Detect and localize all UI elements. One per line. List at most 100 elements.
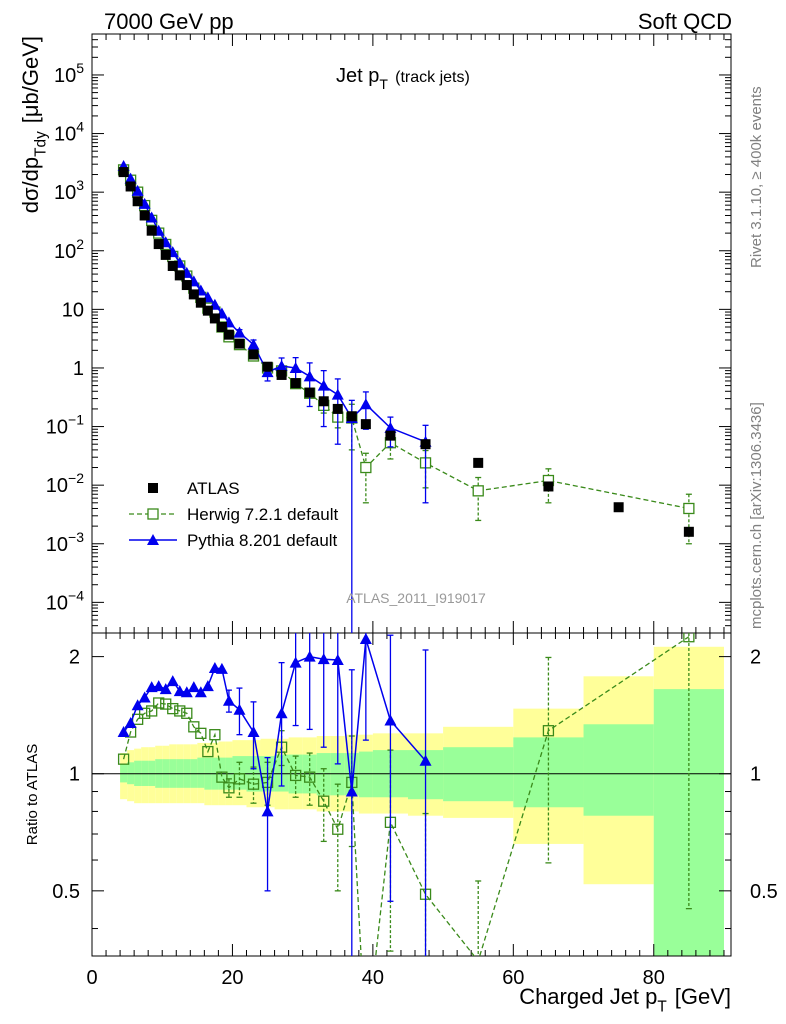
herwig-ratio-point xyxy=(304,771,316,783)
y-tick-label: 10−2 xyxy=(46,470,84,497)
atlas-point xyxy=(420,439,431,450)
y-tick-label: 10−1 xyxy=(46,412,84,439)
atlas-point xyxy=(318,396,329,407)
y-tick-label: 105 xyxy=(54,60,84,87)
atlas-point xyxy=(125,181,136,192)
herwig-ratio-point xyxy=(195,727,207,739)
atlas-point xyxy=(473,457,484,468)
atlas-point xyxy=(276,369,287,380)
chart-title: Jet pT (track jets) xyxy=(336,65,470,92)
atlas-point xyxy=(262,361,273,372)
pythia-ratio-point xyxy=(289,656,302,668)
pythia-point xyxy=(384,421,397,433)
atlas-point xyxy=(209,313,220,324)
pythia-ratio-point xyxy=(275,707,288,719)
pythia-point xyxy=(233,326,246,338)
herwig-ratio-point xyxy=(174,705,186,717)
y-tick-label: 10−3 xyxy=(46,529,84,556)
y-tick-label: 103 xyxy=(54,177,84,204)
atlas-point xyxy=(153,239,164,250)
main-plot-marks xyxy=(117,159,695,633)
atlas-point xyxy=(139,210,150,221)
pythia-ratio-point xyxy=(317,653,330,665)
y-tick-label: 10 xyxy=(62,299,84,321)
ratio-plot-marks xyxy=(117,633,695,956)
atlas-point xyxy=(290,378,301,389)
herwig-ratio-line xyxy=(122,636,690,956)
pythia-ratio-point xyxy=(166,675,179,687)
pythia-ratio-point xyxy=(159,683,172,695)
herwig-line xyxy=(123,169,690,510)
atlas-point xyxy=(613,502,624,513)
atlas-point xyxy=(174,270,185,281)
legend-label: ATLAS xyxy=(187,479,240,498)
chart-texts: 0 20 40 60 80 10−4 10−3 10−2 10−1 1 10 102 103 104 105… xyxy=(18,36,778,1016)
pythia-ratio-point xyxy=(131,699,144,711)
herwig-ratio-point xyxy=(146,705,158,717)
pythia-ratio-point xyxy=(247,726,260,738)
pythia-ratio-point xyxy=(201,680,214,692)
herwig-ratio-point xyxy=(181,707,193,719)
herwig-ratio-point xyxy=(223,782,235,794)
pythia-point xyxy=(124,172,137,184)
atlas-point xyxy=(385,430,396,441)
pythia-point xyxy=(331,388,344,400)
herwig-point xyxy=(683,502,695,515)
pythia-line xyxy=(122,165,426,443)
pythia-point xyxy=(359,398,372,410)
y-axis-label: dσ/dpTdy [μb/GeV] xyxy=(18,36,50,213)
atlas-point xyxy=(167,260,178,271)
band-inner-bin xyxy=(358,751,373,798)
herwig-ratio-point xyxy=(167,702,179,715)
herwig-point xyxy=(472,485,484,497)
herwig-ratio-point xyxy=(209,729,221,741)
legend-label: Herwig 7.2.1 default xyxy=(187,505,338,524)
legend-pythia-marker xyxy=(147,534,159,545)
atlas-point xyxy=(202,305,213,316)
x-tick-label: 20 xyxy=(221,967,243,989)
pythia-ratio-point xyxy=(194,686,207,698)
atlas-point xyxy=(304,387,315,398)
atlas-point xyxy=(118,167,129,178)
herwig-ratio-point xyxy=(332,823,344,835)
legend: ATLAS Herwig 7.2.1 default Pythia 8.201 de… xyxy=(129,479,338,550)
ratio-y-tick-label-right: 1 xyxy=(750,764,761,786)
pythia-ratio-point xyxy=(419,754,432,766)
atlas-point xyxy=(181,280,192,291)
atlas-point xyxy=(188,289,199,300)
pythia-ratio-point xyxy=(233,703,246,715)
atlas-point xyxy=(543,481,554,492)
herwig-ratio-point xyxy=(247,778,260,790)
legend-label: Pythia 8.201 default xyxy=(187,531,338,550)
pythia-ratio-point xyxy=(152,680,165,692)
header-right: Soft QCD xyxy=(637,9,732,34)
pythia-ratio-point xyxy=(117,726,130,738)
pythia-ratio-point xyxy=(303,650,316,662)
ratio-uncertainty-bands xyxy=(120,646,724,956)
pythia-ratio-point xyxy=(261,805,274,817)
pythia-ratio-point xyxy=(384,714,397,726)
ratio-y-tick-label: 1 xyxy=(69,764,80,786)
legend-atlas-marker xyxy=(148,483,158,493)
y-tick-label: 102 xyxy=(54,236,84,263)
header-left: 7000 GeV pp xyxy=(104,9,234,34)
pythia-ratio-point xyxy=(138,691,151,703)
pythia-point xyxy=(131,184,144,196)
pythia-ratio-point xyxy=(222,694,235,706)
band-inner-bin xyxy=(583,724,654,816)
analysis-watermark: ATLAS_2011_I919017 xyxy=(346,590,486,606)
ratio-plot-border xyxy=(91,632,732,957)
pythia-point xyxy=(317,379,330,391)
y-tick-label: 1 xyxy=(73,358,84,380)
herwig-ratio-point xyxy=(188,721,200,733)
y-tick-label: 10−4 xyxy=(46,587,84,614)
herwig-ratio-point xyxy=(202,745,214,758)
ratio-clipped-group xyxy=(117,633,695,956)
y-tick-label: 104 xyxy=(54,119,84,146)
pythia-ratio-point xyxy=(345,785,358,797)
legend-herwig-marker xyxy=(147,508,159,520)
x-tick-label: 60 xyxy=(502,967,524,989)
pythia-ratio-point xyxy=(208,661,221,673)
atlas-point xyxy=(234,338,245,349)
herwig-ratio-point xyxy=(542,725,555,737)
